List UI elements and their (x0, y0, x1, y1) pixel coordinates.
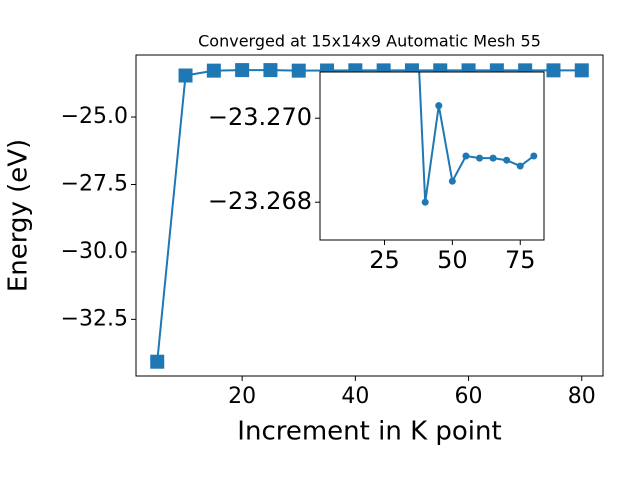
y-tick-label: −32.5 (61, 306, 128, 331)
x-tick-label: 25 (369, 246, 400, 274)
axes: 25 50 75 −23.270 −23.268 (208, 71, 545, 274)
marker (462, 152, 470, 160)
x-tick-label: 75 (505, 246, 536, 274)
marker (476, 154, 484, 162)
series-line (156, 69, 582, 362)
marker (516, 162, 524, 170)
marker (546, 63, 561, 78)
plot-layer (418, 72, 538, 206)
axes-frame (135, 54, 604, 377)
chart-title: Converged at 15x14x9 Automatic Mesh 55 (198, 32, 541, 51)
y-tick-label: −25.0 (61, 104, 128, 129)
x-axis-label: Increment in K point (237, 417, 501, 447)
marker (448, 177, 456, 185)
marker (150, 354, 165, 369)
marker (503, 156, 511, 164)
x-tick-label: 80 (568, 384, 596, 409)
y-tick-label: −23.268 (208, 187, 312, 215)
marker (421, 198, 429, 206)
y-tick-label: −30.0 (61, 239, 128, 264)
marker (435, 102, 443, 110)
x-tick-label: 60 (455, 384, 483, 409)
marker (206, 63, 221, 78)
marker (574, 63, 589, 78)
marker (530, 152, 538, 160)
x-tick-label: 40 (341, 384, 369, 409)
marker (291, 63, 306, 78)
marker (235, 63, 250, 78)
marker (489, 154, 497, 162)
marker (178, 68, 193, 83)
marker (263, 63, 278, 78)
series-line (418, 72, 535, 203)
y-tick-label: −23.270 (208, 103, 312, 131)
y-tick-label: −27.5 (61, 171, 128, 196)
axes-frame (319, 71, 545, 241)
x-tick-label: 50 (437, 246, 468, 274)
y-axis-label: Energy (eV) (4, 139, 34, 292)
x-tick-label: 20 (228, 384, 256, 409)
